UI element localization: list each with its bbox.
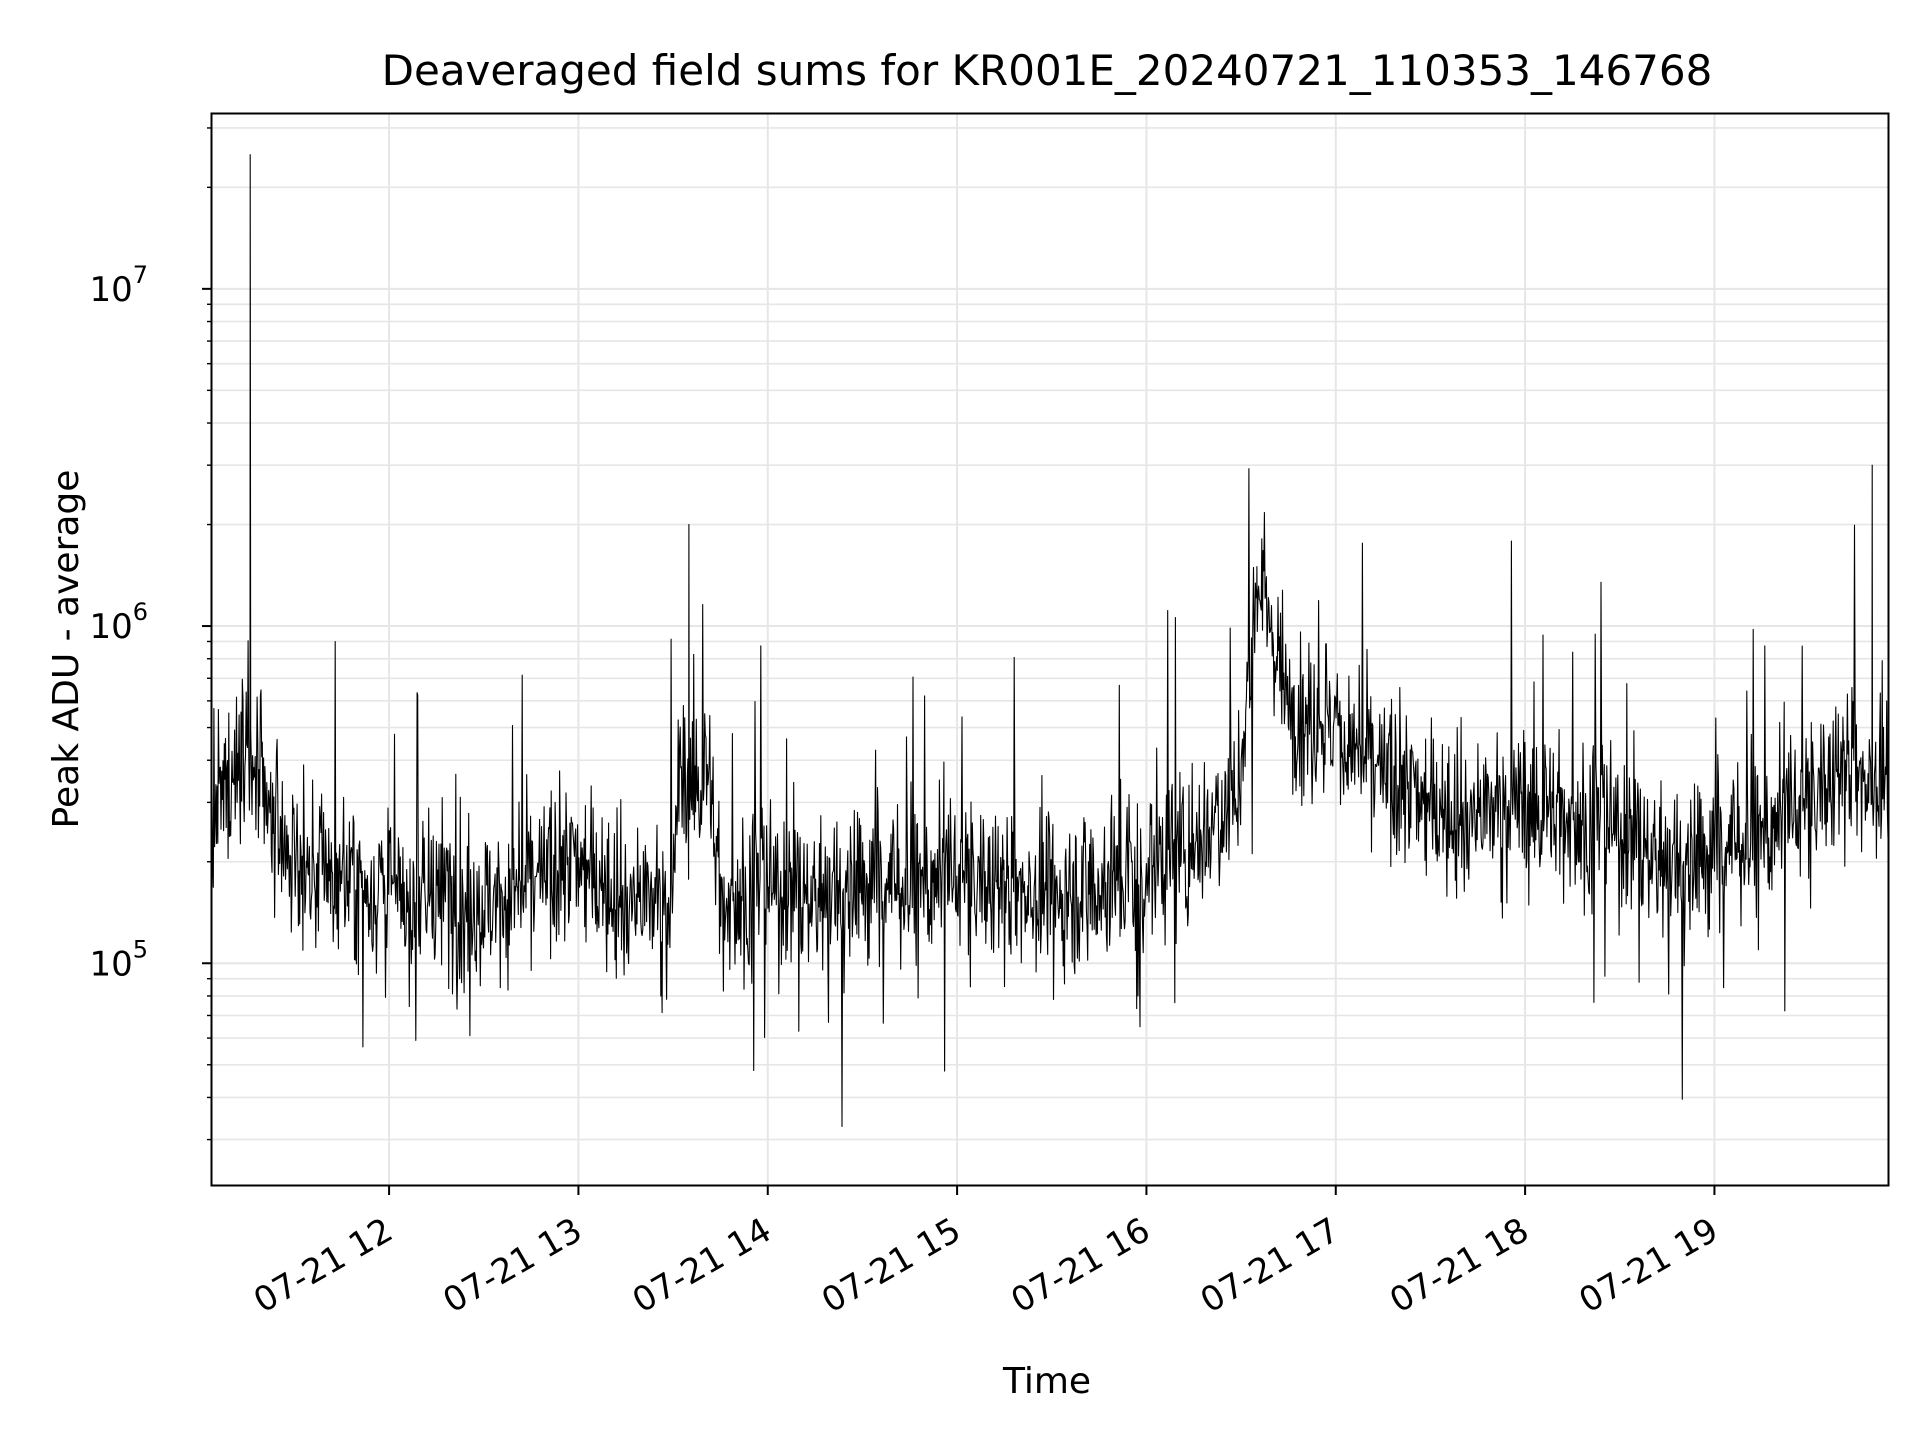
y-tick-base: 10 (89, 270, 132, 310)
series-line (211, 154, 1889, 1128)
grid (212, 114, 1888, 1185)
y-tick-exponent: 7 (133, 261, 148, 289)
x-axis-label: Time (1002, 1361, 1091, 1402)
chart-title: Deaveraged field sums for KR001E_2024072… (382, 46, 1713, 95)
y-tick-label: 105 (89, 935, 148, 984)
y-axis-label: Peak ADU - average (46, 470, 87, 829)
series (211, 154, 1889, 1128)
y-tick-exponent: 5 (133, 935, 148, 963)
y-tick-base: 10 (89, 944, 132, 984)
y-tick-exponent: 6 (133, 598, 148, 626)
y-tick-base: 10 (89, 607, 132, 647)
plot-frame (210, 112, 1890, 1187)
y-tick-label: 107 (89, 261, 148, 310)
y-tick-label: 106 (89, 598, 148, 647)
